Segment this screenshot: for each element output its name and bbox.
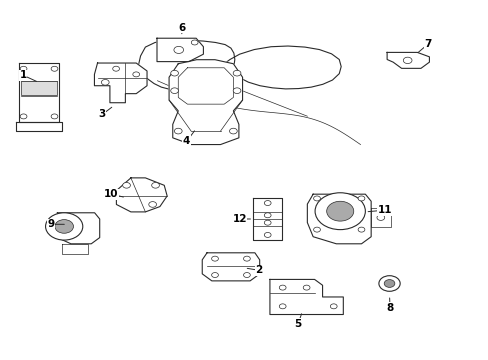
Circle shape [384, 280, 394, 287]
Circle shape [174, 46, 183, 54]
Circle shape [151, 183, 159, 188]
Circle shape [279, 285, 285, 290]
Circle shape [133, 72, 139, 77]
Text: 12: 12 [232, 214, 246, 224]
Polygon shape [370, 208, 390, 227]
Circle shape [326, 201, 353, 221]
Polygon shape [62, 244, 88, 254]
Circle shape [313, 196, 320, 201]
Circle shape [51, 66, 58, 71]
Circle shape [191, 40, 198, 45]
Circle shape [148, 202, 156, 207]
Text: 5: 5 [293, 319, 301, 329]
Circle shape [403, 57, 411, 64]
Circle shape [112, 66, 119, 71]
Polygon shape [307, 194, 370, 244]
Circle shape [243, 256, 250, 261]
Circle shape [229, 128, 237, 134]
Polygon shape [157, 38, 203, 62]
Circle shape [211, 273, 218, 278]
Circle shape [20, 66, 27, 71]
Polygon shape [16, 122, 61, 131]
Circle shape [55, 220, 73, 233]
Polygon shape [224, 46, 341, 89]
Circle shape [20, 114, 27, 119]
Text: 8: 8 [385, 303, 392, 312]
Circle shape [264, 213, 270, 218]
Circle shape [279, 304, 285, 309]
Text: 1: 1 [20, 71, 27, 80]
Bar [20, 81, 57, 95]
Polygon shape [178, 68, 233, 104]
Text: 9: 9 [47, 219, 55, 229]
Circle shape [51, 114, 58, 119]
Circle shape [376, 215, 384, 220]
Circle shape [378, 276, 399, 291]
Circle shape [357, 196, 364, 201]
Text: 11: 11 [377, 205, 391, 215]
Circle shape [264, 233, 270, 238]
Circle shape [233, 70, 241, 76]
Polygon shape [169, 60, 242, 145]
Text: 2: 2 [255, 265, 262, 275]
Circle shape [122, 183, 130, 188]
Circle shape [170, 88, 178, 94]
Polygon shape [94, 63, 147, 103]
Text: 10: 10 [104, 189, 119, 199]
Circle shape [357, 227, 364, 232]
Circle shape [264, 201, 270, 206]
Polygon shape [269, 279, 343, 315]
Text: 3: 3 [98, 109, 105, 120]
Circle shape [211, 256, 218, 261]
Circle shape [233, 88, 241, 94]
Text: 7: 7 [424, 39, 431, 49]
Circle shape [314, 193, 365, 230]
Circle shape [45, 213, 82, 240]
Polygon shape [116, 178, 167, 212]
Circle shape [101, 80, 109, 85]
Circle shape [303, 285, 309, 290]
Polygon shape [386, 53, 428, 68]
Text: 4: 4 [183, 136, 190, 146]
Circle shape [170, 70, 178, 76]
Polygon shape [57, 213, 100, 244]
Polygon shape [19, 63, 59, 122]
Circle shape [243, 273, 250, 278]
Circle shape [174, 128, 182, 134]
Circle shape [330, 304, 336, 309]
Polygon shape [202, 253, 259, 281]
Polygon shape [253, 198, 282, 240]
Polygon shape [138, 40, 234, 91]
Circle shape [264, 220, 270, 225]
Circle shape [313, 227, 320, 232]
Text: 6: 6 [178, 23, 185, 33]
